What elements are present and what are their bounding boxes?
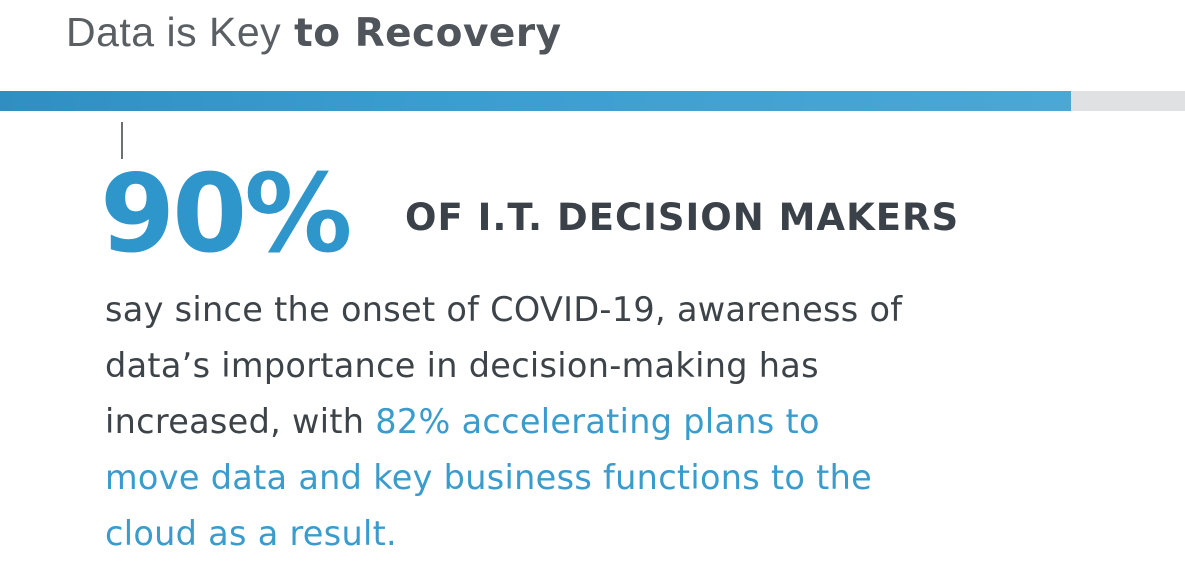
description-line-5: cloud as a result. [105, 514, 397, 553]
title-light-text: Data is Key [66, 9, 282, 55]
title-bold-text: to Recovery [294, 11, 562, 56]
stat-percentage: 90% [100, 152, 353, 277]
accent-bar [0, 91, 1071, 111]
stat-label: OF I.T. DECISION MAKERS [405, 196, 960, 239]
description-line-3: increased, with 82% accelerating plans t… [105, 394, 1105, 450]
page-title: Data is Key to Recovery [66, 8, 562, 58]
description-line-3-plain: increased, with [105, 402, 376, 441]
accent-bar-remainder [1071, 91, 1185, 111]
vertical-tick-divider [121, 122, 123, 159]
stat-description: say since the onset of COVID-19, awarene… [105, 282, 1105, 562]
description-line-3-accent: 82% accelerating plans to [375, 402, 820, 441]
description-line-1: say since the onset of COVID-19, awarene… [105, 290, 903, 329]
description-line-4: move data and key business functions to … [105, 458, 873, 497]
description-line-2: data’s importance in decision-making has [105, 346, 819, 385]
